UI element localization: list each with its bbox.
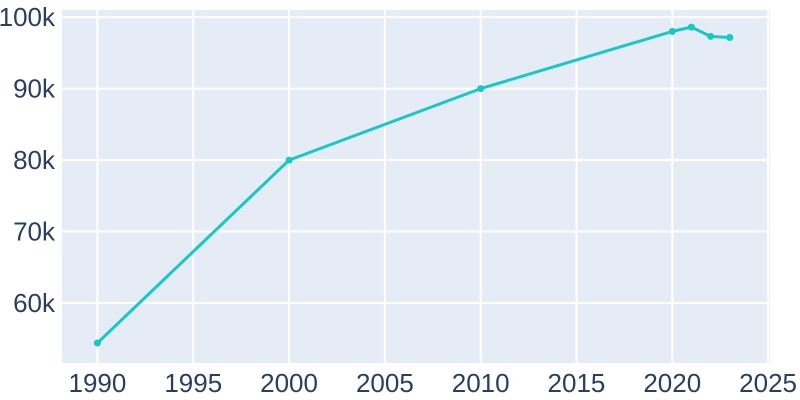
y-tick-label-70k: 70k	[13, 217, 56, 247]
x-tick-label-1995: 1995	[164, 368, 222, 398]
x-tick-label-2005: 2005	[356, 368, 414, 398]
y-tick-label-90k: 90k	[13, 74, 56, 104]
data-point-2022[interactable]	[707, 32, 715, 40]
x-tick-label-2010: 2010	[452, 368, 510, 398]
x-tick-label-2000: 2000	[260, 368, 318, 398]
y-tick-label-80k: 80k	[13, 145, 56, 175]
x-tick-label-2015: 2015	[548, 368, 606, 398]
data-point-2010[interactable]	[477, 85, 485, 93]
plot-area[interactable]	[62, 10, 770, 363]
y-tick-label-60k: 60k	[13, 288, 56, 318]
data-point-2021[interactable]	[687, 23, 695, 31]
data-point-2000[interactable]	[285, 156, 293, 164]
y-tick-label-100k: 100k	[0, 2, 56, 32]
data-point-2023[interactable]	[726, 34, 734, 41]
x-tick-label-2025: 2025	[739, 368, 797, 398]
x-tick-label-2020: 2020	[643, 368, 701, 398]
data-point-2020[interactable]	[668, 27, 676, 35]
data-point-1990[interactable]	[93, 339, 101, 347]
x-tick-label-1990: 1990	[69, 368, 127, 398]
